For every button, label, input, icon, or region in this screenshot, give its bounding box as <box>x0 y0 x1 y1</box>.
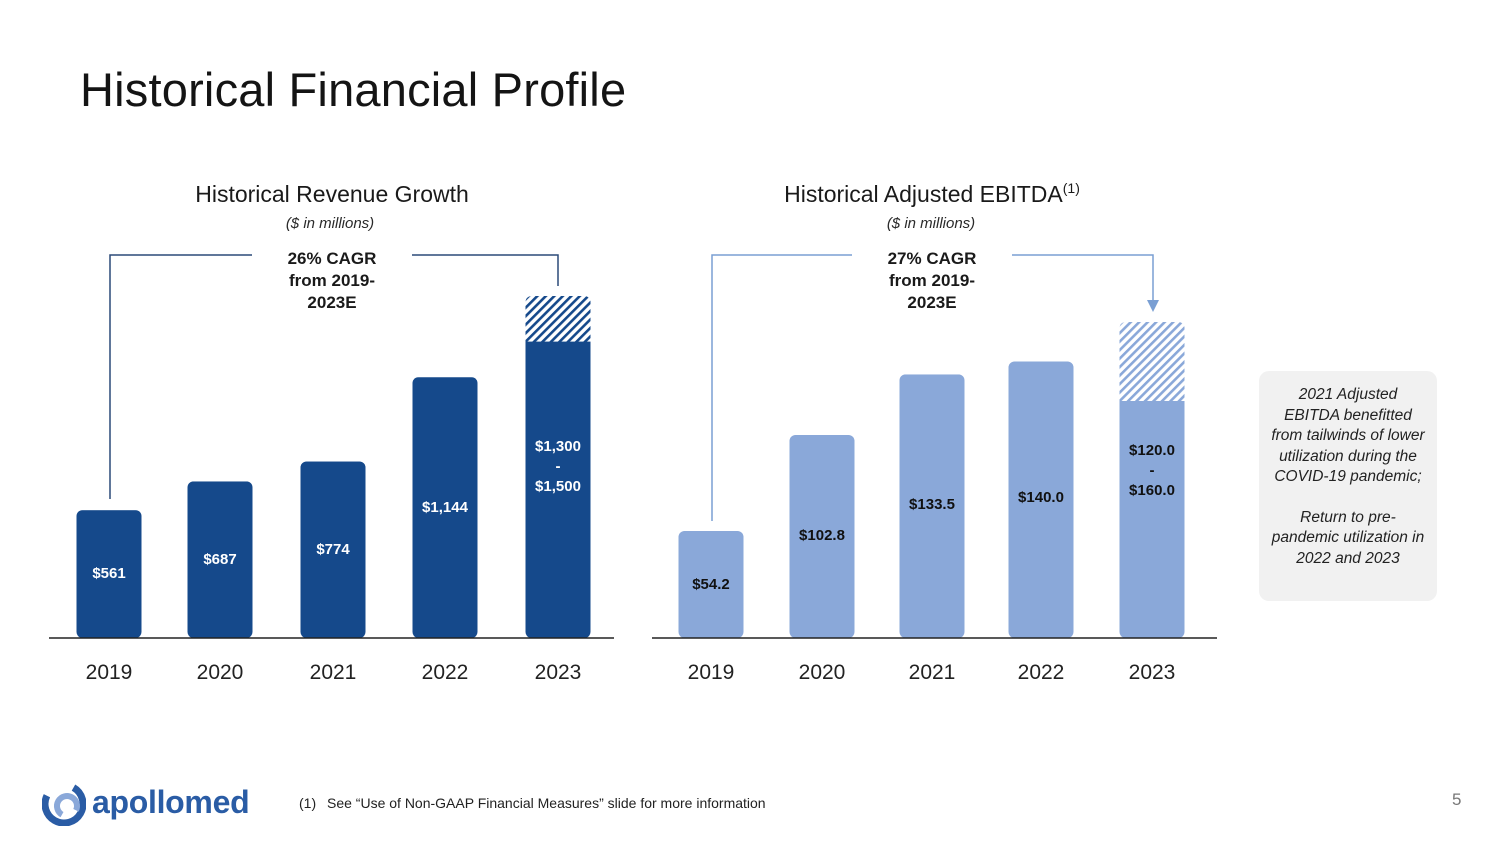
footnote-text: See “Use of Non-GAAP Financial Measures”… <box>327 795 766 811</box>
ebitda-bar-2021 <box>899 374 965 638</box>
ebitda-data-label: $54.2 <box>692 576 730 593</box>
ebitda-data-label: $160.0 <box>1129 482 1175 499</box>
revenue-connector-left <box>109 254 252 499</box>
ebitda-data-label: $102.8 <box>799 527 845 544</box>
revenue-chart-title: Historical Revenue Growth <box>195 181 469 207</box>
ebitda-connector-right <box>1012 254 1159 312</box>
ebitda-x-ticks: 2019 2020 2021 2022 2023 <box>688 661 1176 684</box>
ebitda-cagr-connector <box>711 254 1159 521</box>
revenue-tick-label: 2022 <box>422 661 469 684</box>
logo-wordmark: apollomed <box>92 784 250 820</box>
revenue-bar-2022 <box>412 377 478 638</box>
ebitda-cagr-line-3: 2023E <box>907 293 956 312</box>
revenue-bar-value-2022 <box>412 377 478 638</box>
ebitda-tick-label: 2022 <box>1018 661 1065 684</box>
revenue-tick-label: 2019 <box>86 661 133 684</box>
revenue-bar-value-2021 <box>300 461 366 638</box>
revenue-tick-label: 2021 <box>310 661 357 684</box>
ebitda-bar-value-2019 <box>678 530 744 638</box>
revenue-bar-2023 <box>525 296 591 638</box>
ebitda-data-label: $120.0 <box>1129 442 1175 459</box>
slide-title: Historical Financial Profile <box>80 63 627 116</box>
ebitda-chart: Historical Adjusted EBITDA(1) ($ in mill… <box>652 180 1217 684</box>
ebitda-chart-title-text: Historical Adjusted EBITDA <box>784 181 1063 207</box>
revenue-chart-subtitle: ($ in millions) <box>286 215 374 232</box>
footnote: (1) See “Use of Non-GAAP Financial Measur… <box>299 795 766 811</box>
revenue-bar-value-2019 <box>76 510 142 638</box>
revenue-x-ticks: 2019 2020 2021 2022 2023 <box>86 661 582 684</box>
revenue-bar-value-2023 <box>525 341 591 638</box>
ebitda-bar-2022 <box>1008 361 1074 638</box>
revenue-chart: Historical Revenue Growth ($ in millions… <box>49 181 614 684</box>
revenue-data-label: $687 <box>203 551 236 568</box>
ebitda-connector-left <box>711 254 852 521</box>
ebitda-bar-value-2020 <box>789 434 855 638</box>
revenue-data-label: $1,500 <box>535 478 581 495</box>
ebitda-data-label: $133.5 <box>909 496 955 513</box>
revenue-cagr-line-2: from 2019- <box>289 271 375 290</box>
ebitda-note-box: 2021 Adjusted EBITDA benefitted from tai… <box>1259 371 1437 601</box>
ebitda-cagr-line-1: 27% CAGR <box>888 249 977 268</box>
ebitda-bar-range-2023 <box>1119 322 1185 402</box>
ebitda-bars: $54.2 $102.8 $133.5 $140.0 $120.0 - $160.0 <box>678 322 1185 638</box>
ebitda-chart-subtitle: ($ in millions) <box>887 215 975 232</box>
ebitda-bar-2020 <box>789 434 855 638</box>
revenue-cagr-line-1: 26% CAGR <box>288 249 377 268</box>
revenue-cagr-line-3: 2023E <box>307 293 356 312</box>
ebitda-data-label: $140.0 <box>1018 489 1064 506</box>
ebitda-bar-2023 <box>1119 322 1185 638</box>
note-paragraph-2: Return to pre-pandemic utilization in 20… <box>1271 508 1425 567</box>
footnote-marker: (1) <box>299 795 317 811</box>
ebitda-tick-label: 2019 <box>688 661 735 684</box>
apollomed-logo: apollomed <box>41 781 272 827</box>
ebitda-chart-title: Historical Adjusted EBITDA(1) <box>784 180 1080 207</box>
note-paragraph-1: 2021 Adjusted EBITDA benefitted from tai… <box>1271 386 1425 485</box>
revenue-tick-label: 2023 <box>535 661 582 684</box>
revenue-data-label: - <box>556 458 561 475</box>
revenue-bar-2020 <box>187 481 253 638</box>
ebitda-tick-label: 2023 <box>1129 661 1176 684</box>
revenue-data-label: $1,300 <box>535 438 581 455</box>
revenue-tick-label: 2020 <box>197 661 244 684</box>
revenue-data-label: $774 <box>316 541 350 558</box>
ebitda-chart-title-superscript: (1) <box>1063 180 1080 196</box>
ebitda-data-label: - <box>1150 462 1155 479</box>
revenue-bar-2021 <box>300 461 366 638</box>
ebitda-bar-value-2021 <box>899 374 965 638</box>
revenue-bar-value-2020 <box>187 481 253 638</box>
ebitda-bar-value-2023 <box>1119 401 1185 638</box>
revenue-cagr-connector <box>109 254 559 499</box>
revenue-bar-range-2023 <box>525 296 591 343</box>
ebitda-bar-2019 <box>678 530 744 638</box>
revenue-data-label: $1,144 <box>422 499 469 516</box>
ebitda-cagr-line-2: from 2019- <box>889 271 975 290</box>
revenue-data-label: $561 <box>92 565 125 582</box>
page-number: 5 <box>1452 790 1462 809</box>
ebitda-tick-label: 2020 <box>799 661 846 684</box>
apollomed-logo-icon <box>41 781 87 827</box>
revenue-connector-right <box>412 254 559 286</box>
revenue-bars: $561 $687 $774 $1,144 $1,300 - $1,500 <box>76 296 591 638</box>
revenue-bar-2019 <box>76 510 142 638</box>
ebitda-bar-value-2022 <box>1008 361 1074 638</box>
ebitda-tick-label: 2021 <box>909 661 956 684</box>
